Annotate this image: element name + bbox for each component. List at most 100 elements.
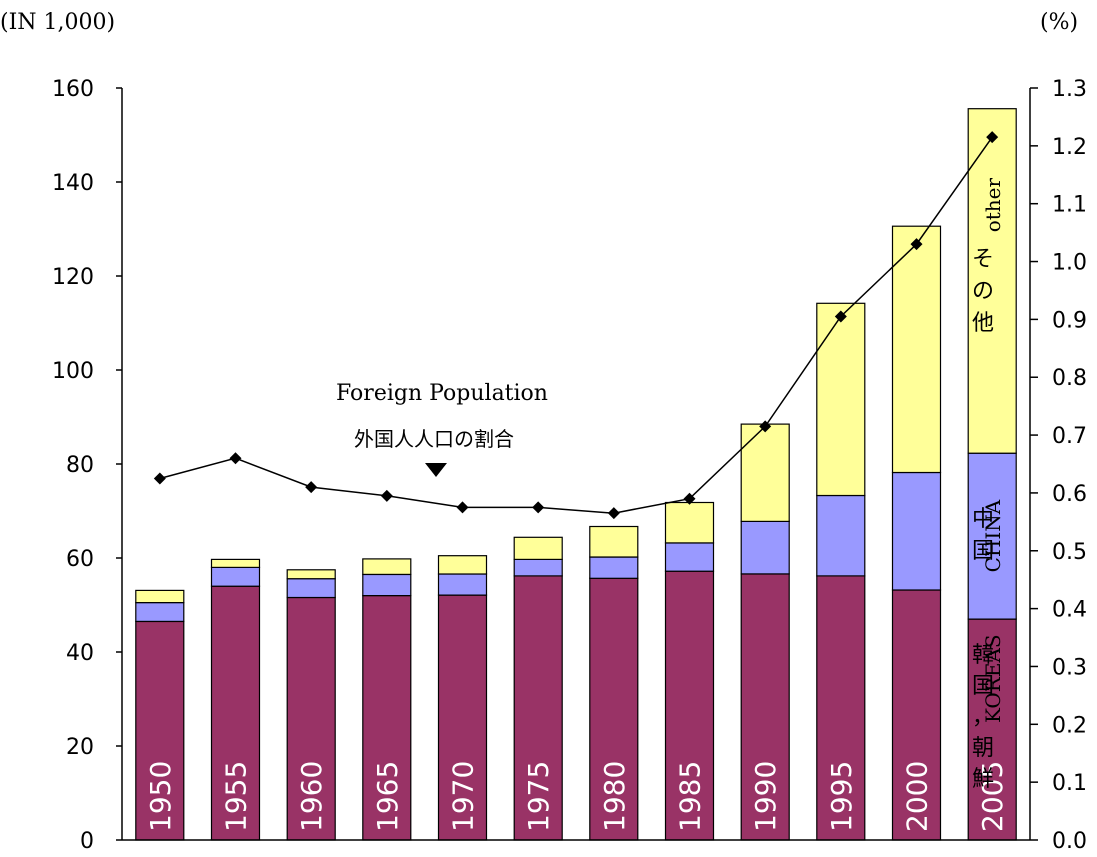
left-tick-label: 80 [66, 453, 94, 478]
right-tick-label: 0.3 [1052, 655, 1087, 680]
right-tick-label: 1.3 [1052, 77, 1087, 102]
koreas-ja-label-char-3: 朝 [972, 736, 994, 761]
ratio-line [159, 136, 993, 514]
ratio-point-1985 [683, 492, 696, 505]
bar-koreas-1955 [210, 585, 261, 841]
bar-other-1990 [740, 423, 790, 523]
year-label-1960: 1960 [295, 761, 328, 832]
right-tick-label: 0.2 [1052, 713, 1087, 738]
bar-koreas-2005 [967, 618, 1017, 841]
bar-china-2005 [967, 452, 1017, 620]
bar-china-1965 [362, 573, 412, 597]
china-segment-label: CHINA [981, 499, 1005, 572]
bar-koreas-1995 [816, 575, 866, 841]
bar-koreas-1970 [437, 594, 488, 841]
left-tick-label: 60 [66, 547, 94, 572]
right-tick-label: 0.7 [1052, 424, 1087, 449]
bar-koreas-1975 [513, 575, 563, 841]
ratio-point-1965 [380, 489, 393, 502]
ratio-point-1955 [229, 452, 242, 465]
ratio-point-1960 [305, 481, 318, 494]
left-tick-label: 140 [52, 171, 94, 196]
bar-other-1980 [589, 525, 639, 558]
ratio-line-group [153, 131, 999, 520]
right-tick-label: 0.9 [1052, 308, 1087, 333]
annotation-japanese: 外国人人口の割合 [354, 427, 514, 451]
bar-other-1975 [513, 536, 563, 560]
ratio-point-1950 [153, 472, 166, 485]
annotation-arrow-icon [425, 463, 447, 477]
annotation-english: Foreign Population [336, 381, 548, 406]
other-ja-label-char-0: そ [972, 247, 994, 272]
year-label-1965: 1965 [371, 761, 404, 832]
bar-koreas-1980 [589, 577, 639, 841]
right-tick-label: 1.0 [1052, 251, 1087, 276]
bar-other-1965 [362, 558, 412, 576]
bar-china-2000 [891, 471, 942, 591]
bar-china-1960 [286, 578, 336, 599]
year-label-1970: 1970 [447, 761, 480, 832]
other-segment-label: other [981, 177, 1005, 232]
koreas-ja-label-char-4: 鮮 [972, 767, 994, 792]
bar-other-2000 [891, 225, 942, 474]
ratio-point-1970 [456, 501, 469, 514]
bar-china-1970 [437, 573, 488, 596]
ratio-point-2000 [910, 238, 923, 251]
ratio-point-2005 [986, 131, 999, 144]
axes-group: 0 20 40 60 80 100 120 140 160 0.0 0.1 0.2 0.3 0.4 0.5 0… [52, 77, 1087, 854]
bar-other-2005 [967, 108, 1017, 454]
right-tick-label: 0.1 [1052, 771, 1087, 796]
right-tick-label: 1.2 [1052, 135, 1087, 160]
bar-china-1975 [513, 558, 563, 577]
bar-china-1985 [664, 542, 715, 572]
year-label-1990: 1990 [749, 761, 782, 832]
right-axis-unit: (%) [1040, 10, 1079, 35]
year-label-2000: 2000 [901, 761, 934, 832]
bar-china-1980 [589, 556, 639, 579]
year-label-1985: 1985 [674, 761, 707, 832]
right-tick-label: 0.5 [1052, 540, 1087, 565]
left-tick-label: 100 [52, 359, 94, 384]
left-tick-label: 0 [80, 829, 94, 854]
koreas-ja-label-char-2: ， [972, 705, 994, 730]
bar-other-1985 [664, 501, 715, 544]
ratio-point-1995 [834, 310, 847, 323]
bar-other-1950 [135, 589, 185, 604]
koreas-segment-label: KOREAS [981, 634, 1005, 723]
bar-other-1995 [816, 302, 866, 497]
right-tick-label: 1.1 [1052, 193, 1087, 218]
koreas-ja-label-char-0: 韓 [972, 643, 994, 668]
other-ja-label-char-1: の [972, 279, 994, 304]
right-tick-label: 0.6 [1052, 482, 1087, 507]
year-label-1955: 1955 [220, 761, 253, 832]
right-tick-label: 0.4 [1052, 598, 1087, 623]
ratio-point-1980 [607, 507, 620, 520]
ratio-point-1990 [759, 420, 772, 433]
bar-china-1995 [816, 494, 866, 577]
ratio-point-1975 [532, 501, 545, 514]
koreas-ja-label-char-1: 国 [972, 674, 994, 699]
bar-other-1960 [286, 569, 336, 580]
bar-koreas-2000 [891, 589, 942, 841]
bar-other-1970 [437, 555, 488, 575]
left-tick-label: 20 [66, 735, 94, 760]
china-ja-label-char-1: 国 [972, 539, 994, 564]
china-ja-label-char-0: 中 [972, 507, 994, 532]
year-label-2005: 2005 [976, 761, 1009, 832]
left-tick-label: 40 [66, 641, 94, 666]
year-label-1995: 1995 [825, 761, 858, 832]
other-ja-label-char-2: 他 [972, 311, 994, 336]
right-tick-label: 0.0 [1052, 829, 1087, 854]
left-tick-label: 160 [52, 77, 94, 102]
right-tick-label: 0.8 [1052, 366, 1087, 391]
year-label-1950: 1950 [144, 761, 177, 832]
bar-china-1990 [740, 520, 790, 575]
bar-china-1955 [210, 566, 261, 587]
year-label-1975: 1975 [522, 761, 555, 832]
year-label-1980: 1980 [598, 761, 631, 832]
bar-koreas-1960 [286, 596, 336, 841]
left-tick-label: 120 [52, 265, 94, 290]
bar-china-1950 [135, 601, 185, 622]
bars-group [135, 108, 1017, 841]
